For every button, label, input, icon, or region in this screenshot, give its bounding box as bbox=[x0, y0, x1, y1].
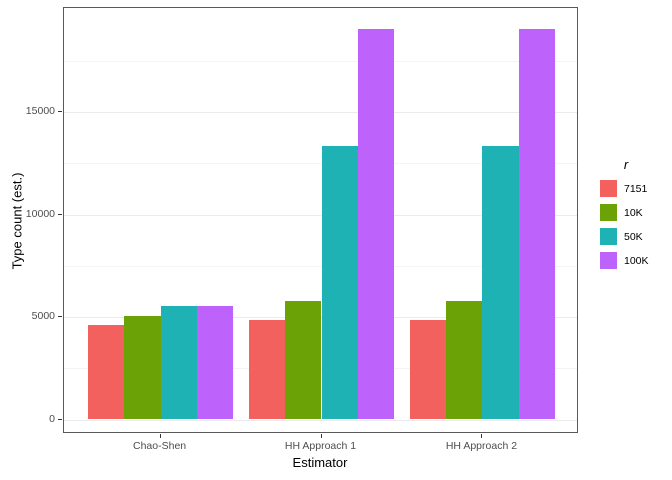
legend-key bbox=[600, 204, 617, 221]
bar bbox=[249, 320, 286, 420]
legend-key bbox=[600, 252, 617, 269]
bar bbox=[410, 320, 447, 420]
legend-key bbox=[600, 228, 617, 245]
plot-panel bbox=[63, 7, 578, 433]
bar bbox=[321, 145, 358, 420]
x-tick-mark bbox=[320, 434, 322, 438]
legend: r 7151 10K 50K 100K bbox=[600, 157, 664, 276]
legend-item: 10K bbox=[600, 204, 664, 221]
y-tick-mark bbox=[58, 213, 62, 215]
bar bbox=[196, 306, 233, 420]
legend-key bbox=[600, 180, 617, 197]
bar bbox=[446, 300, 483, 420]
legend-item: 7151 bbox=[600, 180, 664, 197]
bar bbox=[285, 300, 322, 420]
gridline-minor bbox=[64, 163, 577, 165]
legend-item-label: 7151 bbox=[624, 182, 648, 195]
x-tick-label: HH Approach 2 bbox=[445, 440, 518, 452]
bar bbox=[518, 29, 555, 420]
legend-item-label: 100K bbox=[624, 254, 649, 267]
gridline-major bbox=[64, 214, 577, 216]
legend-item: 100K bbox=[600, 252, 664, 269]
x-tick-label: HH Approach 1 bbox=[284, 440, 357, 452]
bar bbox=[160, 306, 197, 420]
bar bbox=[357, 29, 394, 420]
y-tick-mark bbox=[58, 418, 62, 420]
gridline-major bbox=[64, 112, 577, 114]
legend-item: 50K bbox=[600, 228, 664, 245]
y-tick-mark bbox=[58, 316, 62, 318]
y-axis-title: Type count (est.) bbox=[9, 172, 25, 270]
legend-title: r bbox=[623, 157, 629, 172]
x-tick-label: Chao-Shen bbox=[133, 440, 187, 452]
legend-items: 7151 10K 50K 100K bbox=[600, 180, 664, 269]
y-tick-mark bbox=[58, 111, 62, 113]
legend-item-label: 10K bbox=[624, 206, 643, 219]
gridline-minor bbox=[64, 60, 577, 62]
x-tick-mark bbox=[159, 434, 161, 438]
bar bbox=[124, 316, 161, 420]
gridline-major bbox=[64, 419, 577, 421]
gridline-minor bbox=[64, 265, 577, 267]
bar bbox=[88, 325, 125, 420]
bar bbox=[482, 145, 519, 420]
y-tick-label: 15000 bbox=[25, 105, 55, 118]
legend-item-label: 50K bbox=[624, 230, 643, 243]
y-tick-label: 0 bbox=[49, 412, 55, 425]
y-tick-label: 5000 bbox=[31, 310, 55, 323]
x-tick-mark bbox=[481, 434, 483, 438]
x-axis-title: Estimator bbox=[292, 455, 348, 470]
y-tick-label: 10000 bbox=[25, 207, 55, 220]
